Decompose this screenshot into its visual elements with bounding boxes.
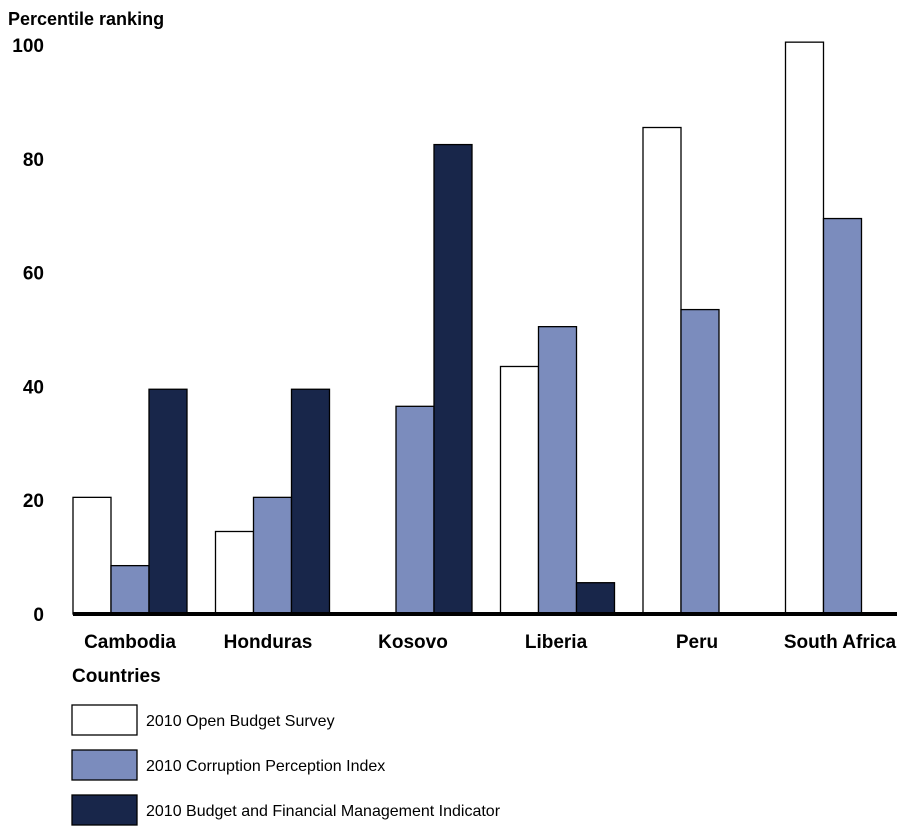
y-tick-label: 0: [33, 605, 44, 626]
bar-south-africa-series-2: [822, 217, 863, 615]
x-axis-label: Countries: [72, 666, 161, 687]
bar-honduras-series-1: [214, 530, 255, 615]
bar-honduras-series-2: [252, 496, 293, 615]
y-tick-label: 40: [23, 377, 44, 398]
y-tick-label: 20: [23, 491, 44, 512]
legend: 2010 Open Budget Survey 2010 Corruption P…: [71, 704, 501, 826]
bar-kosovo-series-2: [395, 405, 435, 615]
category-label: Kosovo: [378, 632, 448, 653]
legend-label: 2010 Open Budget Survey: [146, 713, 335, 730]
bar-peru-series-1: [642, 126, 682, 615]
legend-swatch: [71, 794, 138, 826]
category-label: South Africa: [784, 632, 897, 653]
y-tick-label: 60: [23, 264, 44, 285]
y-tick-label: 80: [23, 150, 44, 171]
category-label: Liberia: [525, 632, 588, 653]
bar-honduras-series-3: [290, 388, 331, 615]
bar-peru-series-2: [680, 308, 720, 615]
category-label: Honduras: [224, 632, 313, 653]
legend-swatch: [71, 704, 138, 736]
category-labels: Cambodia Honduras Kosovo Liberia Peru South A…: [84, 632, 896, 653]
legend-label: 2010 Budget and Financial Management Ind…: [146, 803, 501, 820]
bar-cambodia-series-1: [72, 496, 112, 615]
category-label: Peru: [676, 632, 718, 653]
bar-liberia-series-2: [537, 326, 578, 615]
bar-cambodia-series-2: [110, 564, 150, 615]
bars: [72, 41, 863, 615]
bar-cambodia-series-3: [148, 388, 188, 615]
legend-swatch: [71, 749, 138, 781]
bar-liberia-series-1: [499, 365, 540, 615]
category-label: Cambodia: [84, 632, 176, 653]
bar-south-africa-series-1: [784, 41, 825, 615]
legend-label: 2010 Corruption Perception Index: [146, 758, 385, 775]
bar-kosovo-series-3: [433, 143, 473, 615]
bar-liberia-series-3: [575, 582, 616, 615]
y-axis-label: Percentile ranking: [8, 9, 164, 29]
y-tick-label: 100: [12, 36, 44, 57]
y-tick-labels: 0 20 40 60 80 100: [12, 36, 44, 626]
